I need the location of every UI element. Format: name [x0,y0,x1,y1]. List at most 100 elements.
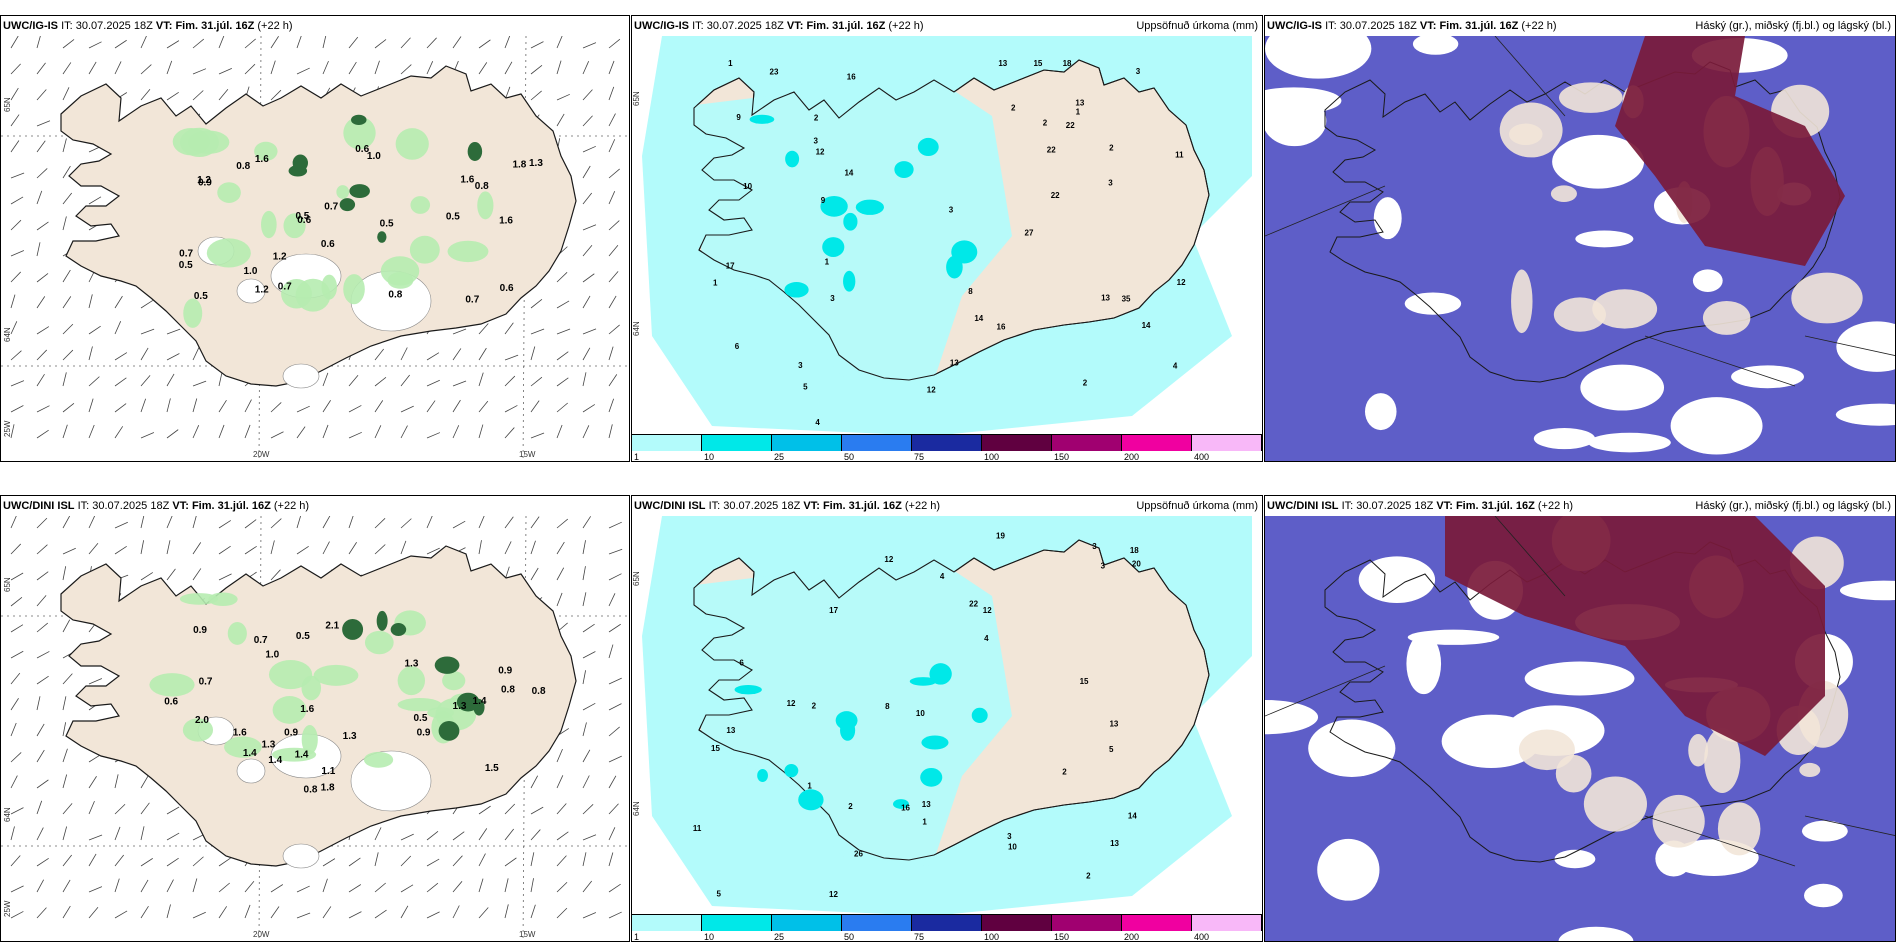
wind-barb [374,376,387,387]
wind-barb [36,190,43,205]
clear-sky-area [1588,432,1671,453]
wind-barb [36,373,45,387]
colorbar-swatch [1122,435,1192,451]
wind-barb [62,826,68,841]
wind-barb [348,375,359,387]
wind-barb [582,165,591,179]
wind-barb [582,347,591,361]
wind-barb [88,754,102,763]
wind-barb [556,402,568,413]
precip-value-label: 15 [711,744,720,753]
precip-area [182,718,214,742]
wind-barb [62,165,71,179]
colorbar-label: 75 [914,452,925,462]
precip-value-label: 5 [716,890,721,899]
wind-barb [218,372,223,387]
colorbar-swatch [1052,435,1122,451]
wind-barb [62,402,75,413]
wind-barb [62,216,67,231]
wind-barb [62,748,68,763]
precip-value-label: 27 [1025,228,1034,237]
precip-max [376,610,388,631]
precip-value-label: 6 [735,342,740,351]
wind-barb [10,196,24,205]
precip-area [301,725,318,755]
wind-barb [218,882,230,893]
precip-value-label: 1.3 [453,701,467,712]
precip-area-mid [785,150,800,168]
precip-value-label: 22 [969,599,978,608]
precip-value-label: 1.5 [485,763,499,774]
header-it-label: IT: [692,20,704,32]
precip-value-label: 2 [1011,104,1016,113]
wind-barb [10,219,22,231]
colorbar-label: 1 [634,932,640,942]
precip-area [447,240,489,263]
wind-barb [608,38,621,49]
precip-area-mid [843,270,856,292]
precip-value-label: 0.9 [498,665,512,676]
precip-value-label: 12 [983,606,992,615]
precip-value-label: 12 [927,386,936,395]
precip-area [343,274,365,305]
wind-barb [348,431,362,439]
precip-area [208,592,238,607]
wind-barb [140,858,153,867]
wind-barb [530,65,543,75]
wind-barb [556,60,562,75]
wind-barb [608,593,616,607]
wind-barb [556,881,568,893]
precip-area [410,196,431,214]
precip-area [409,235,440,264]
wind-barb [348,36,359,49]
precip-value-label: 9 [736,113,741,122]
wind-barb [36,779,49,789]
wind-barb [530,540,536,555]
wind-barb [426,831,439,841]
colorbar-swatch [842,435,912,451]
panel-header: UWC/DINI ISL IT: 30.07.2025 18Z VT: Fim.… [1265,496,1895,516]
wind-barb [88,196,102,205]
wind-barb [166,328,181,335]
wind-barb [114,352,128,361]
wind-barb [88,346,93,361]
precip-value-label: 20 [1132,559,1141,568]
clear-sky-area [1406,633,1442,695]
precip-area [206,238,251,268]
wind-barb [114,61,122,75]
colorbar-label: 50 [844,932,855,942]
wind-barb [608,775,617,789]
header-vt-label: VT: [1419,20,1437,32]
precip-area [477,191,494,220]
wind-barb [140,540,145,555]
precip-area-mid [734,685,762,695]
wind-barb [270,540,275,555]
precip-value-label: 1.1 [321,766,335,777]
wind-barb [556,351,569,361]
wind-barb [166,353,180,361]
precip-value-label: 1.2 [197,175,211,186]
header-vt-value: Fim. 31.júl. 16Z [806,20,886,32]
wind-barb [36,221,49,231]
precip-area-mid [921,735,949,750]
wind-barb [556,748,563,763]
wind-barb [400,64,412,75]
header-lead: (+22 h) [273,500,310,512]
precip-value-label: 3 [1092,542,1097,551]
wind-barb [582,425,590,439]
precip-value-label: 4 [940,572,945,581]
header-it-value: 30.07.2025 18Z [92,500,170,512]
wind-barb [348,542,357,555]
precip-value-label: 2 [814,113,819,122]
wind-barb [582,880,593,893]
no-cloud-land [1791,272,1863,324]
clear-sky-area [1670,397,1763,455]
wind-barb [348,516,354,529]
colorbar-label: 75 [914,932,925,942]
precip-value-label: 3 [1136,67,1141,76]
colorbar-swatch [1122,915,1192,931]
precip-area-mid [798,789,824,811]
wind-barb [62,296,72,309]
precip-area-mid [835,711,858,730]
precip-area [301,675,322,701]
